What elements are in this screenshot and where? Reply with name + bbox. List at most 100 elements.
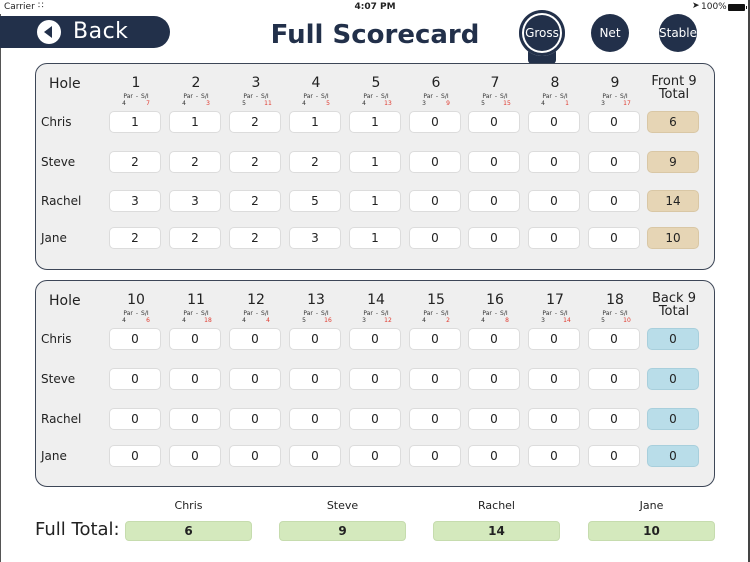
score-input-chris-hole-18[interactable]: 0	[588, 328, 640, 350]
score-input-jane-hole-7[interactable]: 0	[468, 227, 520, 249]
gross-mode-button[interactable]: Gross	[519, 10, 565, 56]
stableford-mode-button[interactable]: Stable	[659, 14, 697, 52]
score-input-chris-hole-3[interactable]: 2	[229, 111, 281, 133]
score-input-steve-hole-18[interactable]: 0	[588, 368, 640, 390]
score-input-rachel-hole-12[interactable]: 0	[229, 408, 281, 430]
score-input-steve-hole-7[interactable]: 0	[468, 151, 520, 173]
score-input-chris-hole-10[interactable]: 0	[109, 328, 161, 350]
hole-number-17: 17	[546, 292, 564, 308]
score-input-chris-hole-11[interactable]: 0	[169, 328, 221, 350]
score-input-jane-hole-3[interactable]: 2	[229, 227, 281, 249]
score-input-chris-hole-14[interactable]: 0	[349, 328, 401, 350]
player-name-rachel: Rachel	[41, 412, 82, 426]
score-input-jane-hole-9[interactable]: 0	[588, 227, 640, 249]
score-input-jane-hole-15[interactable]: 0	[409, 445, 461, 467]
par-si-values: 5 16	[286, 317, 346, 324]
score-input-steve-hole-16[interactable]: 0	[468, 368, 520, 390]
score-input-rachel-hole-13[interactable]: 0	[289, 408, 341, 430]
par-si-header: Par - S/I	[286, 93, 346, 100]
score-input-chris-hole-9[interactable]: 0	[588, 111, 640, 133]
score-input-chris-hole-17[interactable]: 0	[528, 328, 580, 350]
score-input-steve-hole-17[interactable]: 0	[528, 368, 580, 390]
score-input-jane-hole-13[interactable]: 0	[289, 445, 341, 467]
separator: -	[435, 93, 439, 100]
score-input-steve-hole-11[interactable]: 0	[169, 368, 221, 390]
score-input-steve-hole-14[interactable]: 0	[349, 368, 401, 390]
full-total-value-rachel: 14	[433, 521, 560, 541]
score-input-chris-hole-16[interactable]: 0	[468, 328, 520, 350]
battery-icon	[728, 4, 747, 11]
score-input-steve-hole-5[interactable]: 1	[349, 151, 401, 173]
score-input-rachel-hole-5[interactable]: 1	[349, 190, 401, 212]
player-name-chris: Chris	[41, 115, 72, 129]
score-input-steve-hole-6[interactable]: 0	[409, 151, 461, 173]
score-input-steve-hole-8[interactable]: 0	[528, 151, 580, 173]
score-input-rachel-hole-8[interactable]: 0	[528, 190, 580, 212]
score-input-jane-hole-11[interactable]: 0	[169, 445, 221, 467]
score-input-jane-hole-4[interactable]: 3	[289, 227, 341, 249]
separator: -	[554, 310, 558, 317]
score-input-jane-hole-12[interactable]: 0	[229, 445, 281, 467]
score-input-rachel-hole-18[interactable]: 0	[588, 408, 640, 430]
score-input-steve-hole-15[interactable]: 0	[409, 368, 461, 390]
player-name-chris: Chris	[41, 332, 72, 346]
par-si-header: Par - S/I	[286, 310, 346, 317]
par-si-header: Par - S/I	[406, 93, 466, 100]
score-input-steve-hole-12[interactable]: 0	[229, 368, 281, 390]
score-input-rachel-hole-11[interactable]: 0	[169, 408, 221, 430]
par-si-header: Par - S/I	[465, 310, 525, 317]
score-input-rachel-hole-9[interactable]: 0	[588, 190, 640, 212]
score-input-rachel-hole-3[interactable]: 2	[229, 190, 281, 212]
score-input-steve-hole-2[interactable]: 2	[169, 151, 221, 173]
score-input-chris-hole-8[interactable]: 0	[528, 111, 580, 133]
score-input-steve-hole-4[interactable]: 2	[289, 151, 341, 173]
score-input-chris-hole-4[interactable]: 1	[289, 111, 341, 133]
score-input-chris-hole-15[interactable]: 0	[409, 328, 461, 350]
score-input-jane-hole-1[interactable]: 2	[109, 227, 161, 249]
par-si-8: Par - S/I 4 1	[525, 93, 585, 107]
hole-number-6: 6	[431, 75, 441, 91]
score-input-steve-hole-9[interactable]: 0	[588, 151, 640, 173]
score-input-jane-hole-5[interactable]: 1	[349, 227, 401, 249]
stroke-index-value: 13	[384, 100, 392, 107]
score-input-jane-hole-18[interactable]: 0	[588, 445, 640, 467]
score-input-rachel-hole-1[interactable]: 3	[109, 190, 161, 212]
score-input-jane-hole-10[interactable]: 0	[109, 445, 161, 467]
score-input-chris-hole-1[interactable]: 1	[109, 111, 161, 133]
score-input-jane-hole-2[interactable]: 2	[169, 227, 221, 249]
stroke-index-value: 4	[266, 317, 270, 324]
stroke-index-value: 16	[324, 317, 332, 324]
score-input-chris-hole-2[interactable]: 1	[169, 111, 221, 133]
par-si-values: 3 12	[346, 317, 406, 324]
score-input-chris-hole-7[interactable]: 0	[468, 111, 520, 133]
par-si-7: Par - S/I 5 15	[465, 93, 525, 107]
score-input-rachel-hole-6[interactable]: 0	[409, 190, 461, 212]
net-mode-button[interactable]: Net	[591, 14, 629, 52]
score-input-jane-hole-17[interactable]: 0	[528, 445, 580, 467]
score-input-steve-hole-10[interactable]: 0	[109, 368, 161, 390]
score-input-rachel-hole-2[interactable]: 3	[169, 190, 221, 212]
par-si-values: 5 10	[585, 317, 645, 324]
score-input-rachel-hole-7[interactable]: 0	[468, 190, 520, 212]
score-input-rachel-hole-15[interactable]: 0	[409, 408, 461, 430]
score-input-rachel-hole-10[interactable]: 0	[109, 408, 161, 430]
score-input-jane-hole-14[interactable]: 0	[349, 445, 401, 467]
score-input-steve-hole-13[interactable]: 0	[289, 368, 341, 390]
score-input-rachel-hole-16[interactable]: 0	[468, 408, 520, 430]
score-input-chris-hole-5[interactable]: 1	[349, 111, 401, 133]
score-input-chris-hole-6[interactable]: 0	[409, 111, 461, 133]
score-input-steve-hole-3[interactable]: 2	[229, 151, 281, 173]
score-input-rachel-hole-4[interactable]: 5	[289, 190, 341, 212]
score-input-chris-hole-13[interactable]: 0	[289, 328, 341, 350]
score-input-rachel-hole-14[interactable]: 0	[349, 408, 401, 430]
par-value: 4	[362, 100, 366, 107]
score-input-chris-hole-12[interactable]: 0	[229, 328, 281, 350]
score-input-jane-hole-16[interactable]: 0	[468, 445, 520, 467]
back-button[interactable]: Back	[0, 16, 170, 48]
score-input-jane-hole-6[interactable]: 0	[409, 227, 461, 249]
score-input-jane-hole-8[interactable]: 0	[528, 227, 580, 249]
score-input-rachel-hole-17[interactable]: 0	[528, 408, 580, 430]
full-total-name-steve: Steve	[326, 499, 359, 512]
score-input-steve-hole-1[interactable]: 2	[109, 151, 161, 173]
